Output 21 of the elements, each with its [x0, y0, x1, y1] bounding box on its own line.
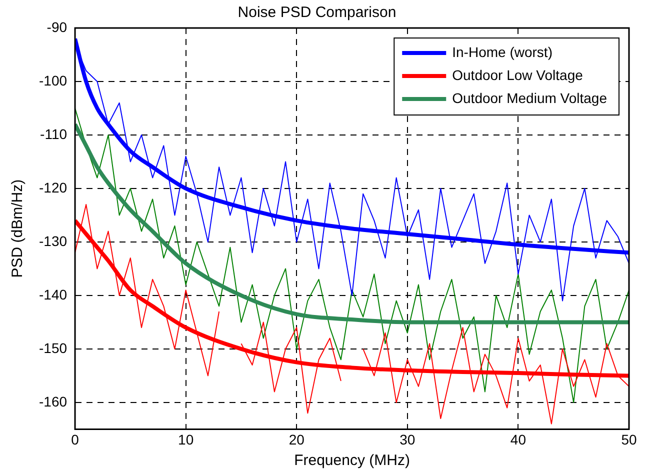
legend-label: Outdoor Low Voltage — [452, 66, 584, 83]
y-tick-label: -160 — [38, 393, 68, 410]
legend-label: Outdoor Medium Voltage — [452, 90, 608, 106]
x-tick-label: 20 — [288, 431, 305, 448]
y-axis-title: PSD (dBm/Hz) — [9, 179, 26, 278]
y-tick-label: -90 — [46, 18, 68, 35]
x-tick-label: 0 — [71, 431, 80, 448]
legend-label: In-Home (worst) — [452, 44, 552, 60]
line-series — [75, 122, 629, 324]
y-tick-label: -140 — [38, 286, 68, 302]
x-tick-label: 40 — [510, 431, 526, 448]
chart-title: Noise PSD Comparison — [238, 4, 396, 22]
y-tick-label: -120 — [38, 179, 68, 196]
x-tick-label: 10 — [178, 431, 194, 448]
y-tick-label: -150 — [38, 340, 68, 356]
y-tick-label: -100 — [38, 72, 68, 88]
x-axis-title: Frequency (MHz) — [294, 452, 410, 470]
y-tick-label: -110 — [40, 126, 68, 142]
y-tick-label: -130 — [38, 232, 68, 249]
x-tick-label: 30 — [400, 431, 416, 448]
x-tick-label: 50 — [621, 431, 637, 448]
